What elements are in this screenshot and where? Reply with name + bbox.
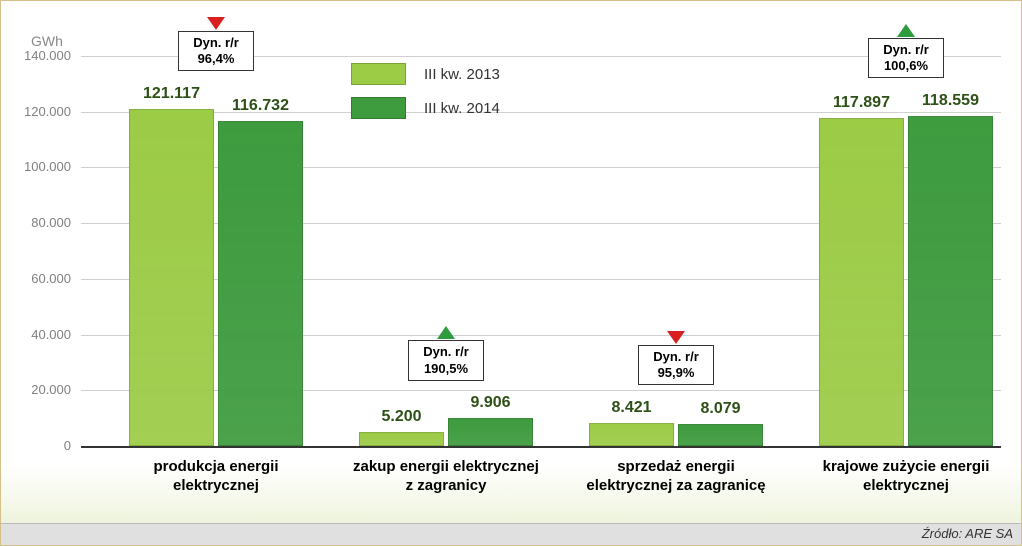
y-tick-label: 100.000 [11,159,71,174]
bar-2013 [819,118,904,446]
bar-value-2014: 8.079 [673,400,768,418]
bar-2014 [448,418,533,446]
legend-item-2014: III kw. 2014 [351,97,500,119]
bar-value-2014: 9.906 [443,394,538,412]
bar-2014 [678,424,763,447]
bar-value-2013: 5.200 [354,408,449,426]
bar-value-2014: 118.559 [903,92,998,110]
category-label: krajowe zużycie energiielektrycznej [791,458,1021,496]
legend-swatch-2014 [351,97,406,119]
dyn-label: Dyn. r/r [417,344,475,360]
dyn-value: 96,4% [187,51,245,67]
x-axis-baseline [81,446,1001,448]
y-tick-label: 0 [11,438,71,453]
plot-area: 121.117116.732 5.2009.906 8.4218.079 117.89… [81,56,1001,446]
legend-swatch-2013 [351,63,406,85]
category-label: zakup energii elektrycznejz zagranicy [331,458,561,496]
arrow-up-icon [897,24,915,37]
bar-value-2013: 8.421 [584,399,679,417]
arrow-down-icon [207,17,225,30]
dyn-box: Dyn. r/r95,9% [638,345,714,386]
y-tick-label: 80.000 [11,215,71,230]
category-label: produkcja energiielektrycznej [101,458,331,496]
bar-value-2014: 116.732 [213,97,308,115]
dyn-label: Dyn. r/r [647,349,705,365]
bar-2013 [589,423,674,446]
bar-2013 [359,432,444,446]
y-tick-label: 40.000 [11,327,71,342]
category-label: sprzedaż energiielektrycznej za zagranic… [561,458,791,496]
bar-2014 [908,116,993,446]
bar-2014 [218,121,303,446]
legend-item-2013: III kw. 2013 [351,63,500,85]
arrow-up-icon [437,326,455,339]
dyn-value: 95,9% [647,365,705,381]
bar-value-2013: 121.117 [124,85,219,103]
dyn-box: Dyn. r/r96,4% [178,31,254,72]
dyn-label: Dyn. r/r [877,42,935,58]
y-tick-label: 120.000 [11,104,71,119]
y-tick-label: 60.000 [11,271,71,286]
source-bar [1,523,1021,545]
dyn-box: Dyn. r/r100,6% [868,38,944,79]
dyn-value: 190,5% [417,361,475,377]
y-tick-label: 20.000 [11,382,71,397]
y-axis-unit: GWh [31,33,63,49]
dyn-box: Dyn. r/r190,5% [408,340,484,381]
chart-container: GWh 0 20.000 40.000 60.000 80.000 100.000 120.… [0,0,1022,546]
bar-value-2013: 117.897 [814,94,909,112]
source-text: Źródło: ARE SA [922,526,1013,541]
dyn-label: Dyn. r/r [187,35,245,51]
arrow-down-icon [667,331,685,344]
legend-label-2014: III kw. 2014 [424,100,500,117]
legend-label-2013: III kw. 2013 [424,66,500,83]
dyn-value: 100,6% [877,58,935,74]
y-tick-label: 140.000 [11,48,71,63]
bar-2013 [129,109,214,446]
legend: III kw. 2013 III kw. 2014 [351,63,500,131]
